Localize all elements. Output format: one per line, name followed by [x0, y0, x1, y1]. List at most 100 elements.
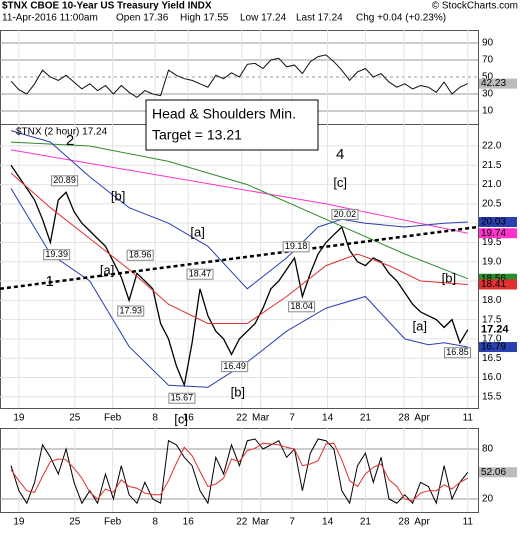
wave-label: 1 — [45, 273, 53, 290]
credit: © StockCharts.com — [432, 1, 518, 12]
y-tick-label: 10 — [482, 106, 494, 117]
price-label: 18.04 — [290, 301, 313, 311]
x-tick-label: 28 — [398, 413, 410, 424]
x-tick-label: 21 — [360, 413, 372, 424]
x-tick-label: 21 — [360, 517, 372, 528]
y-tick-label: 22.0 — [482, 141, 502, 152]
value-tag — [479, 217, 517, 228]
series-line — [10, 149, 468, 234]
price-label: 17.93 — [119, 305, 142, 315]
value-tag — [479, 228, 517, 239]
x-tick-label: 14 — [322, 517, 334, 528]
series-line — [10, 130, 468, 290]
wave-label: [b] — [111, 188, 125, 203]
callout: Head & Shoulders Min. Target = 13.21 — [145, 99, 319, 151]
price-label-box — [43, 249, 71, 261]
symbol-title: $TNX CBOE 10-Year US Treasury Yield INDX — [2, 1, 212, 12]
value-tag — [479, 467, 517, 478]
x-tick-label: 19 — [13, 517, 25, 528]
series-line — [10, 164, 469, 388]
x-tick-label: 11 — [463, 517, 474, 528]
x-tick-label: 8 — [152, 413, 158, 424]
callout-box — [145, 99, 319, 151]
x-tick-label: Feb — [104, 517, 122, 528]
x-tick-label: 16 — [183, 413, 195, 424]
series-line — [10, 188, 468, 388]
x-tick-label: 8 — [152, 517, 158, 528]
series-line — [10, 54, 469, 99]
value-tag-label: 42.23 — [481, 78, 506, 89]
series-label: $TNX (2 hour) 17.24 — [16, 127, 108, 138]
price-label: 18.96 — [129, 250, 152, 260]
x-tick-label: Mar — [252, 413, 270, 424]
value-tag-label: 20.03 — [481, 217, 506, 228]
y-tick-label: 70 — [482, 55, 494, 66]
price-label: 18.47 — [189, 269, 212, 279]
price-label-box — [51, 175, 79, 187]
x-tick-label: 22 — [236, 413, 248, 424]
series-line — [10, 442, 469, 502]
price-label-box — [117, 305, 145, 317]
y-tick-label: 17.5 — [482, 314, 502, 325]
value-tag-label: 19.74 — [481, 228, 506, 239]
neckline — [0, 225, 479, 291]
wave-label: 4 — [336, 146, 344, 163]
date: 11-Apr-2016 11:00am — [2, 13, 98, 24]
x-tick-label: 25 — [69, 413, 81, 424]
wave-label: [b] — [442, 271, 456, 286]
price-label-box — [126, 249, 154, 261]
price-label-box — [282, 241, 310, 253]
series-line — [10, 438, 469, 505]
value-tag-label: 16.79 — [481, 342, 506, 353]
wave-label: [c] — [174, 411, 188, 426]
price-label: 19.18 — [285, 241, 308, 251]
y-tick-label: 20 — [482, 494, 494, 505]
y-tick-label: 80 — [482, 444, 494, 455]
value-tag-label: 52.06 — [481, 467, 506, 478]
x-tick-label: 22 — [236, 517, 248, 528]
x-tick-label: 14 — [322, 413, 334, 424]
price-label: 19.39 — [45, 249, 68, 259]
y-tick-label: 16.0 — [482, 372, 502, 383]
y-tick-label: 21.5 — [482, 160, 502, 171]
x-tick-label: Mar — [252, 517, 270, 528]
price-label: 20.02 — [334, 209, 357, 219]
series-line — [10, 172, 468, 324]
wave-label: [a] — [100, 262, 114, 277]
y-tick-label: 18.0 — [482, 295, 502, 306]
value-tag — [479, 273, 517, 284]
y-tick-label: 17.0 — [482, 334, 502, 345]
value-tag-label: 17.24 — [481, 324, 509, 336]
price-label-box — [331, 208, 359, 220]
price-label-box — [186, 268, 214, 280]
x-tick-label: 7 — [289, 517, 295, 528]
y-tick-label: 19.0 — [482, 256, 502, 267]
x-tick-label: 7 — [289, 413, 295, 424]
x-tick-label: 28 — [398, 517, 410, 528]
change: Chg +0.04 (+0.23%) — [356, 13, 446, 24]
value-tag — [479, 342, 517, 353]
price-label: 15.67 — [171, 393, 194, 403]
price-label-box — [168, 392, 196, 404]
price-label-box — [444, 347, 472, 359]
y-tick-label: 20.5 — [482, 199, 502, 210]
value-tag-label: 18.41 — [481, 279, 506, 290]
callout-line: Head & Shoulders Min. — [152, 106, 296, 122]
value-tag — [479, 324, 517, 335]
y-tick-label: 15.5 — [482, 391, 502, 402]
wave-label: 2 — [66, 132, 74, 149]
x-tick-label: Apr — [414, 413, 430, 424]
price-label: 20.89 — [53, 175, 76, 185]
wave-label: [b] — [231, 384, 245, 399]
wave-label: [a] — [412, 318, 426, 333]
price-label: 16.49 — [223, 361, 246, 371]
low: Low 17.24 — [240, 13, 287, 24]
series-line — [10, 141, 468, 280]
y-tick-label: 50 — [482, 72, 494, 83]
wave-label: [a] — [190, 224, 204, 239]
y-tick-label: 90 — [482, 38, 494, 49]
value-tag — [479, 279, 517, 290]
x-tick-label: Apr — [414, 517, 430, 528]
x-tick-label: 11 — [463, 413, 474, 424]
value-tag-label: 18.56 — [481, 273, 506, 284]
